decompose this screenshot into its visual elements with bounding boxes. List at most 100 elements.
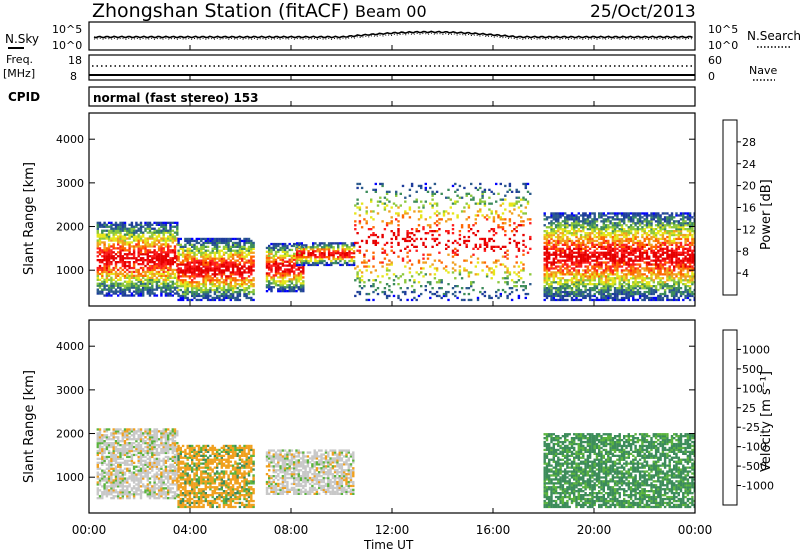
power-cell bbox=[209, 263, 212, 266]
power-cell bbox=[577, 224, 580, 227]
power-cell bbox=[623, 214, 626, 217]
power-cell bbox=[504, 290, 507, 294]
power-cell bbox=[126, 229, 129, 232]
power-cell bbox=[186, 239, 189, 243]
power-cell bbox=[575, 232, 578, 235]
power-cell bbox=[114, 229, 118, 232]
power-cell bbox=[467, 206, 471, 209]
power-cell bbox=[153, 243, 156, 246]
power-cell bbox=[641, 292, 644, 296]
power-cell bbox=[283, 244, 287, 248]
power-cell bbox=[579, 275, 583, 278]
power-cell bbox=[508, 224, 512, 227]
power-cell bbox=[504, 251, 507, 254]
power-cell bbox=[657, 232, 660, 235]
freq-left-tick-bottom: 8 bbox=[70, 70, 77, 83]
power-cell bbox=[179, 281, 182, 284]
power-cell bbox=[252, 259, 255, 262]
power-cell bbox=[422, 243, 425, 246]
power-cell bbox=[372, 233, 375, 237]
power-cell bbox=[657, 277, 660, 280]
power-cell bbox=[265, 284, 269, 287]
power-cell bbox=[234, 241, 237, 245]
power-cell bbox=[623, 285, 626, 288]
power-cell bbox=[332, 246, 335, 249]
power-cell bbox=[600, 214, 603, 217]
power-cell bbox=[506, 283, 509, 286]
power-cell bbox=[645, 233, 649, 237]
power-cell bbox=[184, 243, 187, 246]
power-cell bbox=[604, 247, 608, 250]
power-cell bbox=[252, 290, 255, 294]
power-cell bbox=[204, 294, 207, 298]
power-cell bbox=[243, 245, 246, 248]
power-cell bbox=[492, 245, 496, 248]
power-cell bbox=[652, 263, 655, 266]
power-cell bbox=[659, 230, 662, 233]
power-cell bbox=[573, 261, 576, 264]
power-cell bbox=[504, 198, 507, 201]
power-cell bbox=[123, 274, 127, 277]
power-cell bbox=[654, 287, 658, 290]
power-cell bbox=[548, 239, 551, 243]
power-cell bbox=[274, 250, 278, 253]
power-cell bbox=[350, 259, 353, 263]
power-cell bbox=[654, 235, 658, 239]
power-cell bbox=[225, 281, 228, 284]
power-cell bbox=[177, 253, 180, 256]
power-cell bbox=[126, 255, 129, 258]
power-cell bbox=[479, 245, 482, 248]
power-cell bbox=[184, 281, 187, 284]
power-cell bbox=[460, 226, 464, 229]
power-cell bbox=[654, 298, 658, 302]
power-cell bbox=[176, 270, 179, 274]
power-cell bbox=[582, 277, 585, 280]
power-cell bbox=[564, 218, 567, 221]
power-cell bbox=[211, 257, 214, 260]
power-cell bbox=[126, 286, 129, 289]
power-cell bbox=[321, 256, 324, 259]
power-cell bbox=[552, 216, 555, 219]
power-cell bbox=[520, 216, 523, 219]
power-cell bbox=[142, 284, 145, 287]
power-cell bbox=[593, 218, 596, 221]
power-cell bbox=[243, 247, 246, 250]
power-cell bbox=[557, 288, 560, 292]
power-cell bbox=[429, 290, 432, 294]
power-cell bbox=[101, 225, 104, 228]
power-cell bbox=[265, 258, 269, 261]
power-cell bbox=[245, 259, 248, 262]
power-cell bbox=[157, 280, 161, 283]
power-cell bbox=[435, 267, 439, 270]
power-cell bbox=[557, 237, 560, 241]
power-cell bbox=[107, 255, 111, 258]
power-cell bbox=[632, 273, 635, 276]
power-cell bbox=[557, 290, 560, 294]
power-cell bbox=[595, 290, 599, 294]
power-cell bbox=[227, 296, 230, 300]
power-cell bbox=[561, 232, 565, 235]
power-cell bbox=[132, 284, 136, 287]
power-cell bbox=[636, 232, 640, 235]
power-cell bbox=[346, 256, 349, 259]
power-cell bbox=[286, 280, 289, 283]
power-cell bbox=[584, 279, 587, 282]
power-cell bbox=[650, 230, 653, 233]
power-cell bbox=[636, 273, 640, 276]
power-cell bbox=[629, 230, 633, 233]
power-cell bbox=[616, 230, 619, 233]
power-cell bbox=[545, 230, 549, 233]
power-cell bbox=[573, 255, 576, 258]
power-cell bbox=[309, 256, 313, 259]
power-cell bbox=[568, 273, 571, 276]
power-cell bbox=[632, 263, 635, 266]
power-cell bbox=[661, 228, 665, 231]
power-cell bbox=[465, 245, 468, 248]
power-cell bbox=[188, 283, 192, 286]
power-cell bbox=[247, 239, 251, 243]
power-cell bbox=[142, 270, 145, 274]
power-cell bbox=[586, 277, 590, 280]
power-cell bbox=[618, 241, 621, 245]
power-cell bbox=[607, 290, 610, 294]
power-cell bbox=[327, 242, 331, 245]
